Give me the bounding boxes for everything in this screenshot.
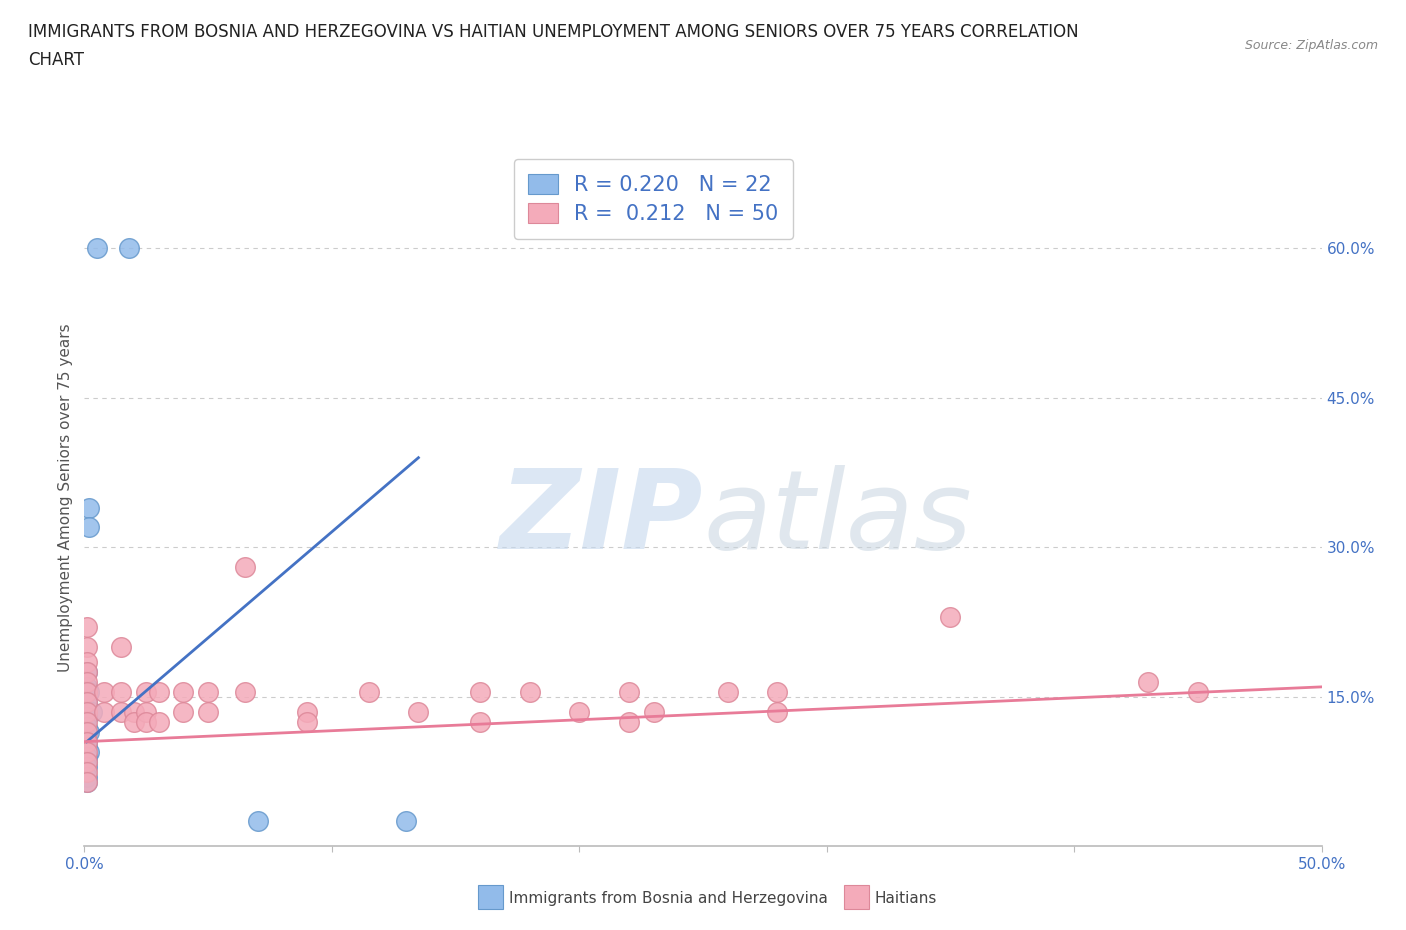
Point <box>408 704 430 719</box>
Text: CHART: CHART <box>28 51 84 69</box>
Point <box>148 714 170 729</box>
Point <box>79 684 101 699</box>
Point <box>76 774 98 789</box>
Text: Immigrants from Bosnia and Herzegovina: Immigrants from Bosnia and Herzegovina <box>509 891 828 906</box>
Point <box>76 655 98 670</box>
Point <box>939 610 962 625</box>
Point <box>110 704 132 719</box>
Point <box>295 704 318 719</box>
Point <box>76 665 98 680</box>
Point <box>1187 684 1209 699</box>
Point <box>197 704 219 719</box>
Point <box>135 684 157 699</box>
Point <box>76 750 98 764</box>
Point <box>76 739 98 754</box>
Point <box>76 695 98 710</box>
Point <box>93 684 115 699</box>
Point <box>76 710 98 724</box>
Point <box>617 714 640 729</box>
Point <box>76 724 98 739</box>
Point <box>76 759 98 774</box>
Point <box>197 684 219 699</box>
Point <box>357 684 380 699</box>
Point <box>80 704 103 719</box>
Point <box>295 714 318 729</box>
Point <box>79 520 101 535</box>
Point <box>233 684 256 699</box>
Point <box>76 680 98 695</box>
Y-axis label: Unemployment Among Seniors over 75 years: Unemployment Among Seniors over 75 years <box>58 324 73 671</box>
Point <box>717 684 740 699</box>
Point <box>76 719 98 734</box>
Point <box>76 665 98 680</box>
Point <box>233 560 256 575</box>
Point <box>93 704 115 719</box>
Point <box>86 241 108 256</box>
Point <box>172 684 194 699</box>
Point <box>172 704 194 719</box>
Point <box>76 735 98 750</box>
Point <box>79 744 101 759</box>
Point <box>122 704 145 719</box>
Point <box>76 754 98 769</box>
Legend: R = 0.220   N = 22, R =  0.212   N = 50: R = 0.220 N = 22, R = 0.212 N = 50 <box>513 159 793 239</box>
Point <box>76 769 98 784</box>
Point <box>519 684 541 699</box>
Point <box>110 684 132 699</box>
Point <box>148 684 170 699</box>
Point <box>76 640 98 655</box>
Point <box>568 704 591 719</box>
Point <box>617 684 640 699</box>
Point <box>79 500 101 515</box>
Point <box>246 814 269 829</box>
Point <box>76 754 98 769</box>
Point <box>470 684 492 699</box>
Point <box>76 735 98 750</box>
Text: Haitians: Haitians <box>875 891 936 906</box>
Point <box>76 684 98 699</box>
Point <box>395 814 418 829</box>
Text: Source: ZipAtlas.com: Source: ZipAtlas.com <box>1244 39 1378 52</box>
Point <box>76 619 98 634</box>
Text: IMMIGRANTS FROM BOSNIA AND HERZEGOVINA VS HAITIAN UNEMPLOYMENT AMONG SENIORS OVE: IMMIGRANTS FROM BOSNIA AND HERZEGOVINA V… <box>28 23 1078 41</box>
Text: ZIP: ZIP <box>499 465 703 572</box>
Point <box>122 714 145 729</box>
Point <box>118 241 141 256</box>
Point <box>76 744 98 759</box>
Point <box>79 724 101 739</box>
Point <box>76 674 98 689</box>
Point <box>110 640 132 655</box>
Point <box>135 704 157 719</box>
Point <box>766 684 789 699</box>
Point <box>470 714 492 729</box>
Text: atlas: atlas <box>703 465 972 572</box>
Point <box>643 704 665 719</box>
Point <box>1137 674 1160 689</box>
Point <box>76 764 98 779</box>
Point <box>76 714 98 729</box>
Point <box>135 714 157 729</box>
Point <box>766 704 789 719</box>
Point <box>76 695 98 710</box>
Point <box>76 704 98 719</box>
Point <box>76 774 98 789</box>
